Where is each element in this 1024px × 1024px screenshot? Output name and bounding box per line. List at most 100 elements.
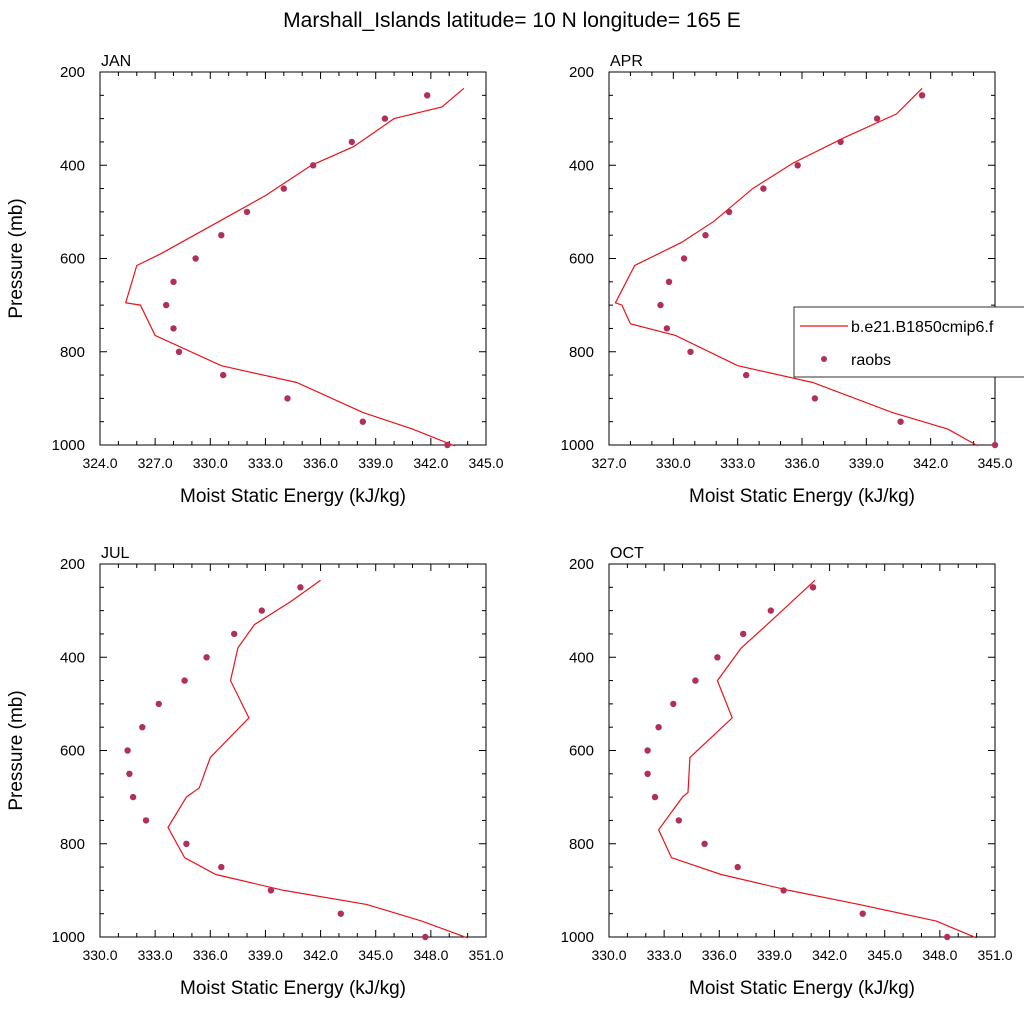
x-tick-label: 345.0 <box>468 455 503 471</box>
raobs-point <box>644 770 651 777</box>
panel-jul: 330.0 333.0 336.0 339.0 342.0 345.0 348.0 351.0… <box>6 545 504 999</box>
x-tick-label: 339.0 <box>849 455 884 471</box>
raobs-point <box>129 793 137 801</box>
legend-label-raobs: raobs <box>851 352 891 369</box>
x-tick-label: 345.0 <box>867 947 902 963</box>
raobs-point <box>444 441 451 449</box>
raobs-point <box>192 255 199 262</box>
model-profile-line <box>167 579 468 939</box>
x-tick-label: 327.0 <box>138 455 173 471</box>
raobs-point <box>701 840 708 847</box>
x-axis-label: Moist Static Energy (kJ/kg) <box>689 486 915 507</box>
raobs-point <box>231 630 238 638</box>
raobs-point <box>794 162 801 169</box>
x-tick-label: 336.0 <box>303 455 338 471</box>
y-tick-label: 800 <box>60 836 85 853</box>
panel-label: JUL <box>101 545 130 562</box>
plot-frame <box>608 563 996 938</box>
y-tick-label: 1000 <box>561 929 594 946</box>
legend-raobs-marker <box>821 356 827 362</box>
x-tick-label: 342.0 <box>303 947 338 963</box>
raobs-point <box>181 677 188 684</box>
y-tick-label: 400 <box>569 649 594 666</box>
raobs-point <box>310 162 317 169</box>
x-tick-label: 342.0 <box>413 455 448 471</box>
y-tick-label: 800 <box>569 344 594 361</box>
legend-box <box>793 306 1024 378</box>
raobs-point <box>163 301 170 309</box>
x-tick-label: 333.0 <box>720 455 755 471</box>
y-tick-label: 600 <box>60 251 85 268</box>
y-tick-label: 400 <box>60 157 85 174</box>
raobs-point <box>740 630 747 638</box>
raobs-point <box>655 724 662 731</box>
y-tick-label: 600 <box>569 743 594 760</box>
raobs-point <box>155 700 162 708</box>
x-tick-label: 348.0 <box>413 947 448 963</box>
raobs-point <box>124 747 131 754</box>
x-tick-label: 351.0 <box>468 947 503 963</box>
y-tick-label: 600 <box>569 251 594 268</box>
y-tick-label: 200 <box>60 556 85 573</box>
y-tick-label: 600 <box>60 743 85 760</box>
x-tick-label: 336.0 <box>193 947 228 963</box>
x-tick-label: 330.0 <box>656 455 691 471</box>
raobs-point <box>297 584 304 591</box>
x-tick-label: 336.0 <box>702 947 737 963</box>
panel-oct: 330.0 333.0 336.0 339.0 342.0 345.0 348.0 351.0… <box>561 545 1013 999</box>
raobs-point <box>811 395 819 402</box>
y-tick-label: 1000 <box>52 929 85 946</box>
raobs-point <box>809 584 817 591</box>
raobs-point <box>702 232 709 239</box>
raobs-point <box>170 325 177 332</box>
x-axis-label: Moist Static Energy (kJ/kg) <box>180 978 406 999</box>
x-tick-label: 333.0 <box>138 947 173 963</box>
y-tick-label: 1000 <box>52 437 85 454</box>
raobs-point <box>139 724 146 731</box>
figure-title: Marshall_Islands latitude= 10 N longitud… <box>283 9 741 32</box>
y-tick-label: 800 <box>569 836 594 853</box>
raobs-point <box>680 255 688 262</box>
x-tick-label: 348.0 <box>922 947 957 963</box>
x-tick-label: 345.0 <box>977 455 1012 471</box>
x-axis-label: Moist Static Energy (kJ/kg) <box>689 978 915 999</box>
x-tick-label: 324.0 <box>82 455 117 471</box>
raobs-point <box>337 910 344 917</box>
raobs-point <box>837 138 844 146</box>
raobs-point <box>381 115 389 122</box>
plot-frame <box>99 563 487 938</box>
raobs-point <box>714 654 721 661</box>
raobs-point <box>670 700 677 708</box>
raobs-point <box>692 677 699 684</box>
raobs-point <box>280 185 287 192</box>
y-axis-label: Pressure (mb) <box>6 690 27 810</box>
raobs-point <box>734 863 741 871</box>
raobs-point <box>760 185 767 192</box>
raobs-point <box>859 910 866 917</box>
raobs-point <box>944 933 951 941</box>
raobs-point <box>422 933 429 941</box>
raobs-point <box>170 278 177 285</box>
y-tick-label: 1000 <box>561 437 594 454</box>
raobs-point <box>657 301 664 309</box>
raobs-point <box>665 278 673 285</box>
plot-frame <box>608 71 996 446</box>
panel-label: APR <box>610 53 643 70</box>
raobs-point <box>183 840 190 847</box>
y-tick-label: 400 <box>60 649 85 666</box>
raobs-point <box>126 770 133 777</box>
raobs-point <box>651 793 659 801</box>
model-profile-line <box>124 87 465 447</box>
x-tick-label: 339.0 <box>248 947 283 963</box>
x-tick-label: 339.0 <box>358 455 393 471</box>
raobs-point <box>175 348 183 355</box>
model-profile-line <box>657 579 977 939</box>
model-profile-line <box>614 87 979 447</box>
raobs-point <box>873 115 881 122</box>
raobs-point <box>218 232 225 239</box>
y-tick-label: 200 <box>60 64 85 81</box>
raobs-point <box>663 325 671 332</box>
raobs-point <box>348 138 355 146</box>
x-tick-label: 333.0 <box>647 947 682 963</box>
x-axis-label: Moist Static Energy (kJ/kg) <box>180 486 406 507</box>
